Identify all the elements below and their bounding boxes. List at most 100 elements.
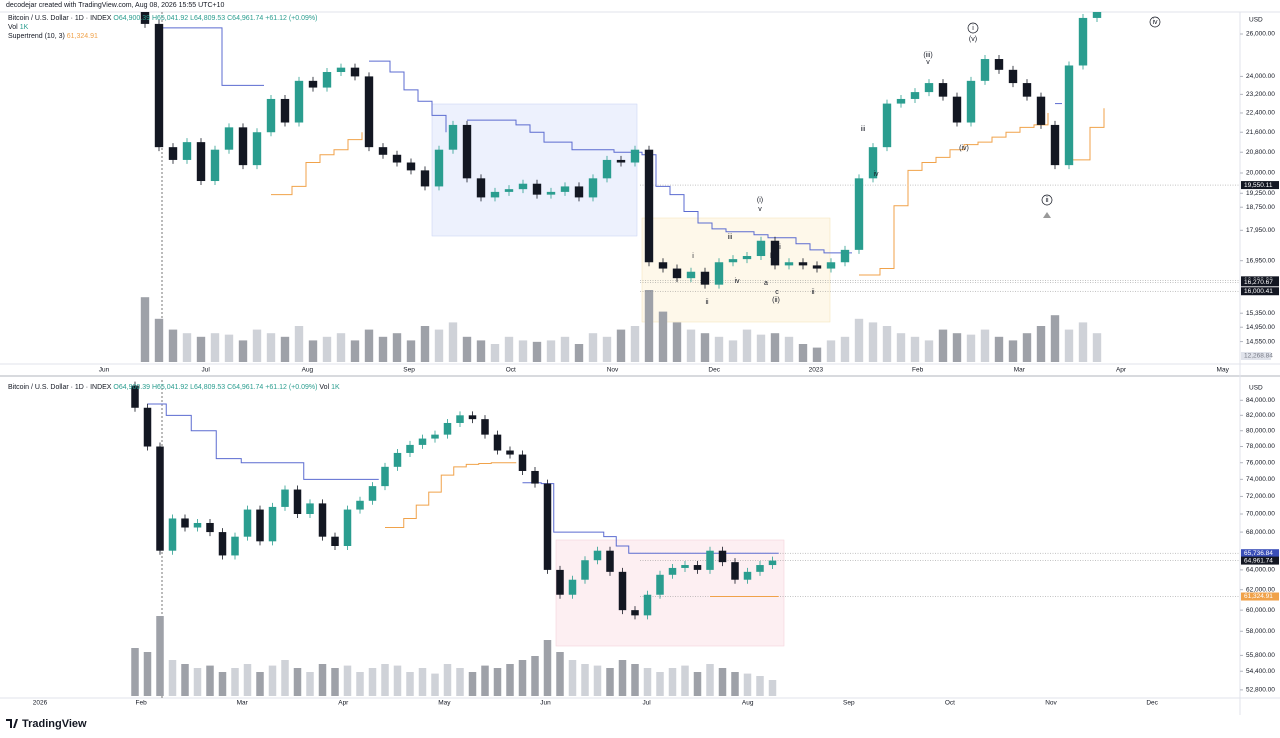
volume-bar [1022, 333, 1032, 362]
candle [1022, 83, 1032, 97]
x-tick-label: Jun [99, 367, 110, 374]
ohlc-value: C64,961.74 [227, 384, 263, 391]
supertrend-line [271, 132, 363, 196]
indicator-value: 61,324.91 [67, 33, 98, 40]
candle [448, 124, 458, 150]
candle [393, 452, 402, 467]
candle [532, 183, 542, 195]
supertrend-line [369, 60, 447, 133]
y-tick-label: 64,000.00 [1246, 567, 1275, 574]
volume-bar [531, 656, 539, 696]
volume-legend-name: Vol [8, 24, 18, 31]
candle [531, 470, 539, 484]
marker [1043, 212, 1051, 218]
candle [756, 240, 766, 257]
volume-bar [193, 668, 202, 696]
candle [224, 127, 234, 150]
wave-label: v [758, 206, 762, 213]
logo-text: TradingView [22, 718, 87, 730]
volume-bar [706, 664, 714, 696]
volume-bar [728, 340, 738, 362]
volume-bar [994, 336, 1004, 362]
volume-bar [1092, 333, 1102, 362]
volume-bar [266, 333, 276, 362]
volume-badge [1241, 352, 1271, 360]
ohlc-value: L64,809.53 [190, 384, 225, 391]
volume-bar [462, 336, 472, 362]
x-tick-label: Aug [302, 367, 314, 374]
symbol: Bitcoin / U.S. Dollar · 1D · INDEX [8, 15, 112, 22]
y-tick-label: 23,200.00 [1246, 91, 1275, 98]
volume-bar [504, 336, 514, 362]
wave-label: iv [734, 278, 740, 285]
volume-legend: Vol 1K [8, 24, 29, 31]
volume-bar [420, 326, 430, 362]
candle [243, 509, 252, 537]
candle [306, 503, 314, 515]
candle [924, 83, 934, 93]
y-tick-label: 19,250.00 [1246, 190, 1275, 197]
y-tick-label: 15,350.00 [1246, 310, 1275, 317]
candle [131, 385, 139, 408]
candle [630, 149, 640, 163]
volume-bar [331, 668, 339, 696]
volume-bar [243, 664, 252, 696]
volume-bar [231, 668, 239, 696]
candle [616, 159, 626, 163]
supertrend-line [859, 112, 1049, 276]
candle [356, 500, 364, 510]
volume-bar [434, 329, 444, 362]
legend: Bitcoin / U.S. Dollar · 1D · INDEX O64,9… [8, 15, 317, 22]
candle [896, 98, 906, 104]
volume-bar [840, 336, 850, 362]
volume-bar [456, 668, 464, 696]
candle [556, 569, 564, 595]
wave-label: iii [861, 126, 866, 133]
candle [504, 189, 514, 192]
y-tick-label: 14,550.00 [1246, 338, 1275, 345]
volume-bar [826, 340, 836, 362]
wave-label: b [770, 253, 774, 260]
candle [560, 186, 570, 192]
candle [266, 98, 276, 133]
volume-bar [606, 668, 614, 696]
wave-label: ii [811, 289, 815, 296]
volume-bar [896, 333, 906, 362]
volume-bar [910, 336, 920, 362]
wave-label: c [775, 289, 779, 296]
y-tick-label: 20,800.00 [1246, 149, 1275, 156]
volume-bar [238, 340, 248, 362]
candle [812, 265, 822, 269]
candle [581, 560, 589, 580]
wave-circle [967, 22, 979, 34]
candle [1050, 124, 1060, 166]
volume-bar [616, 329, 626, 362]
volume-bar [532, 341, 542, 362]
volume-bar [518, 660, 527, 696]
candle [280, 98, 290, 123]
y-tick-label: 16,950.00 [1246, 257, 1275, 264]
volume-bar [293, 668, 302, 696]
volume-bar [493, 668, 502, 696]
candle [256, 509, 264, 542]
x-tick-label: Nov [1045, 700, 1057, 707]
volume-bar [168, 660, 177, 696]
price-badge-label: 16,000.41 [1244, 288, 1273, 295]
x-tick-label: Dec [1146, 700, 1158, 707]
volume-bar [556, 652, 564, 696]
x-tick-label: Oct [945, 700, 955, 707]
supertrend-line [147, 403, 379, 480]
volume-bar [140, 297, 150, 362]
candle [952, 96, 962, 123]
y-tick-label: 14,950.00 [1246, 324, 1275, 331]
candle [588, 178, 598, 198]
candle [518, 454, 527, 471]
y-tick-label: 55,800.00 [1246, 652, 1275, 659]
wave-label: a [764, 280, 768, 287]
volume-bar [784, 336, 794, 362]
volume-bar [518, 340, 528, 362]
volume-bar [368, 668, 377, 696]
volume-bar [756, 334, 766, 362]
volume-bar [322, 336, 332, 362]
